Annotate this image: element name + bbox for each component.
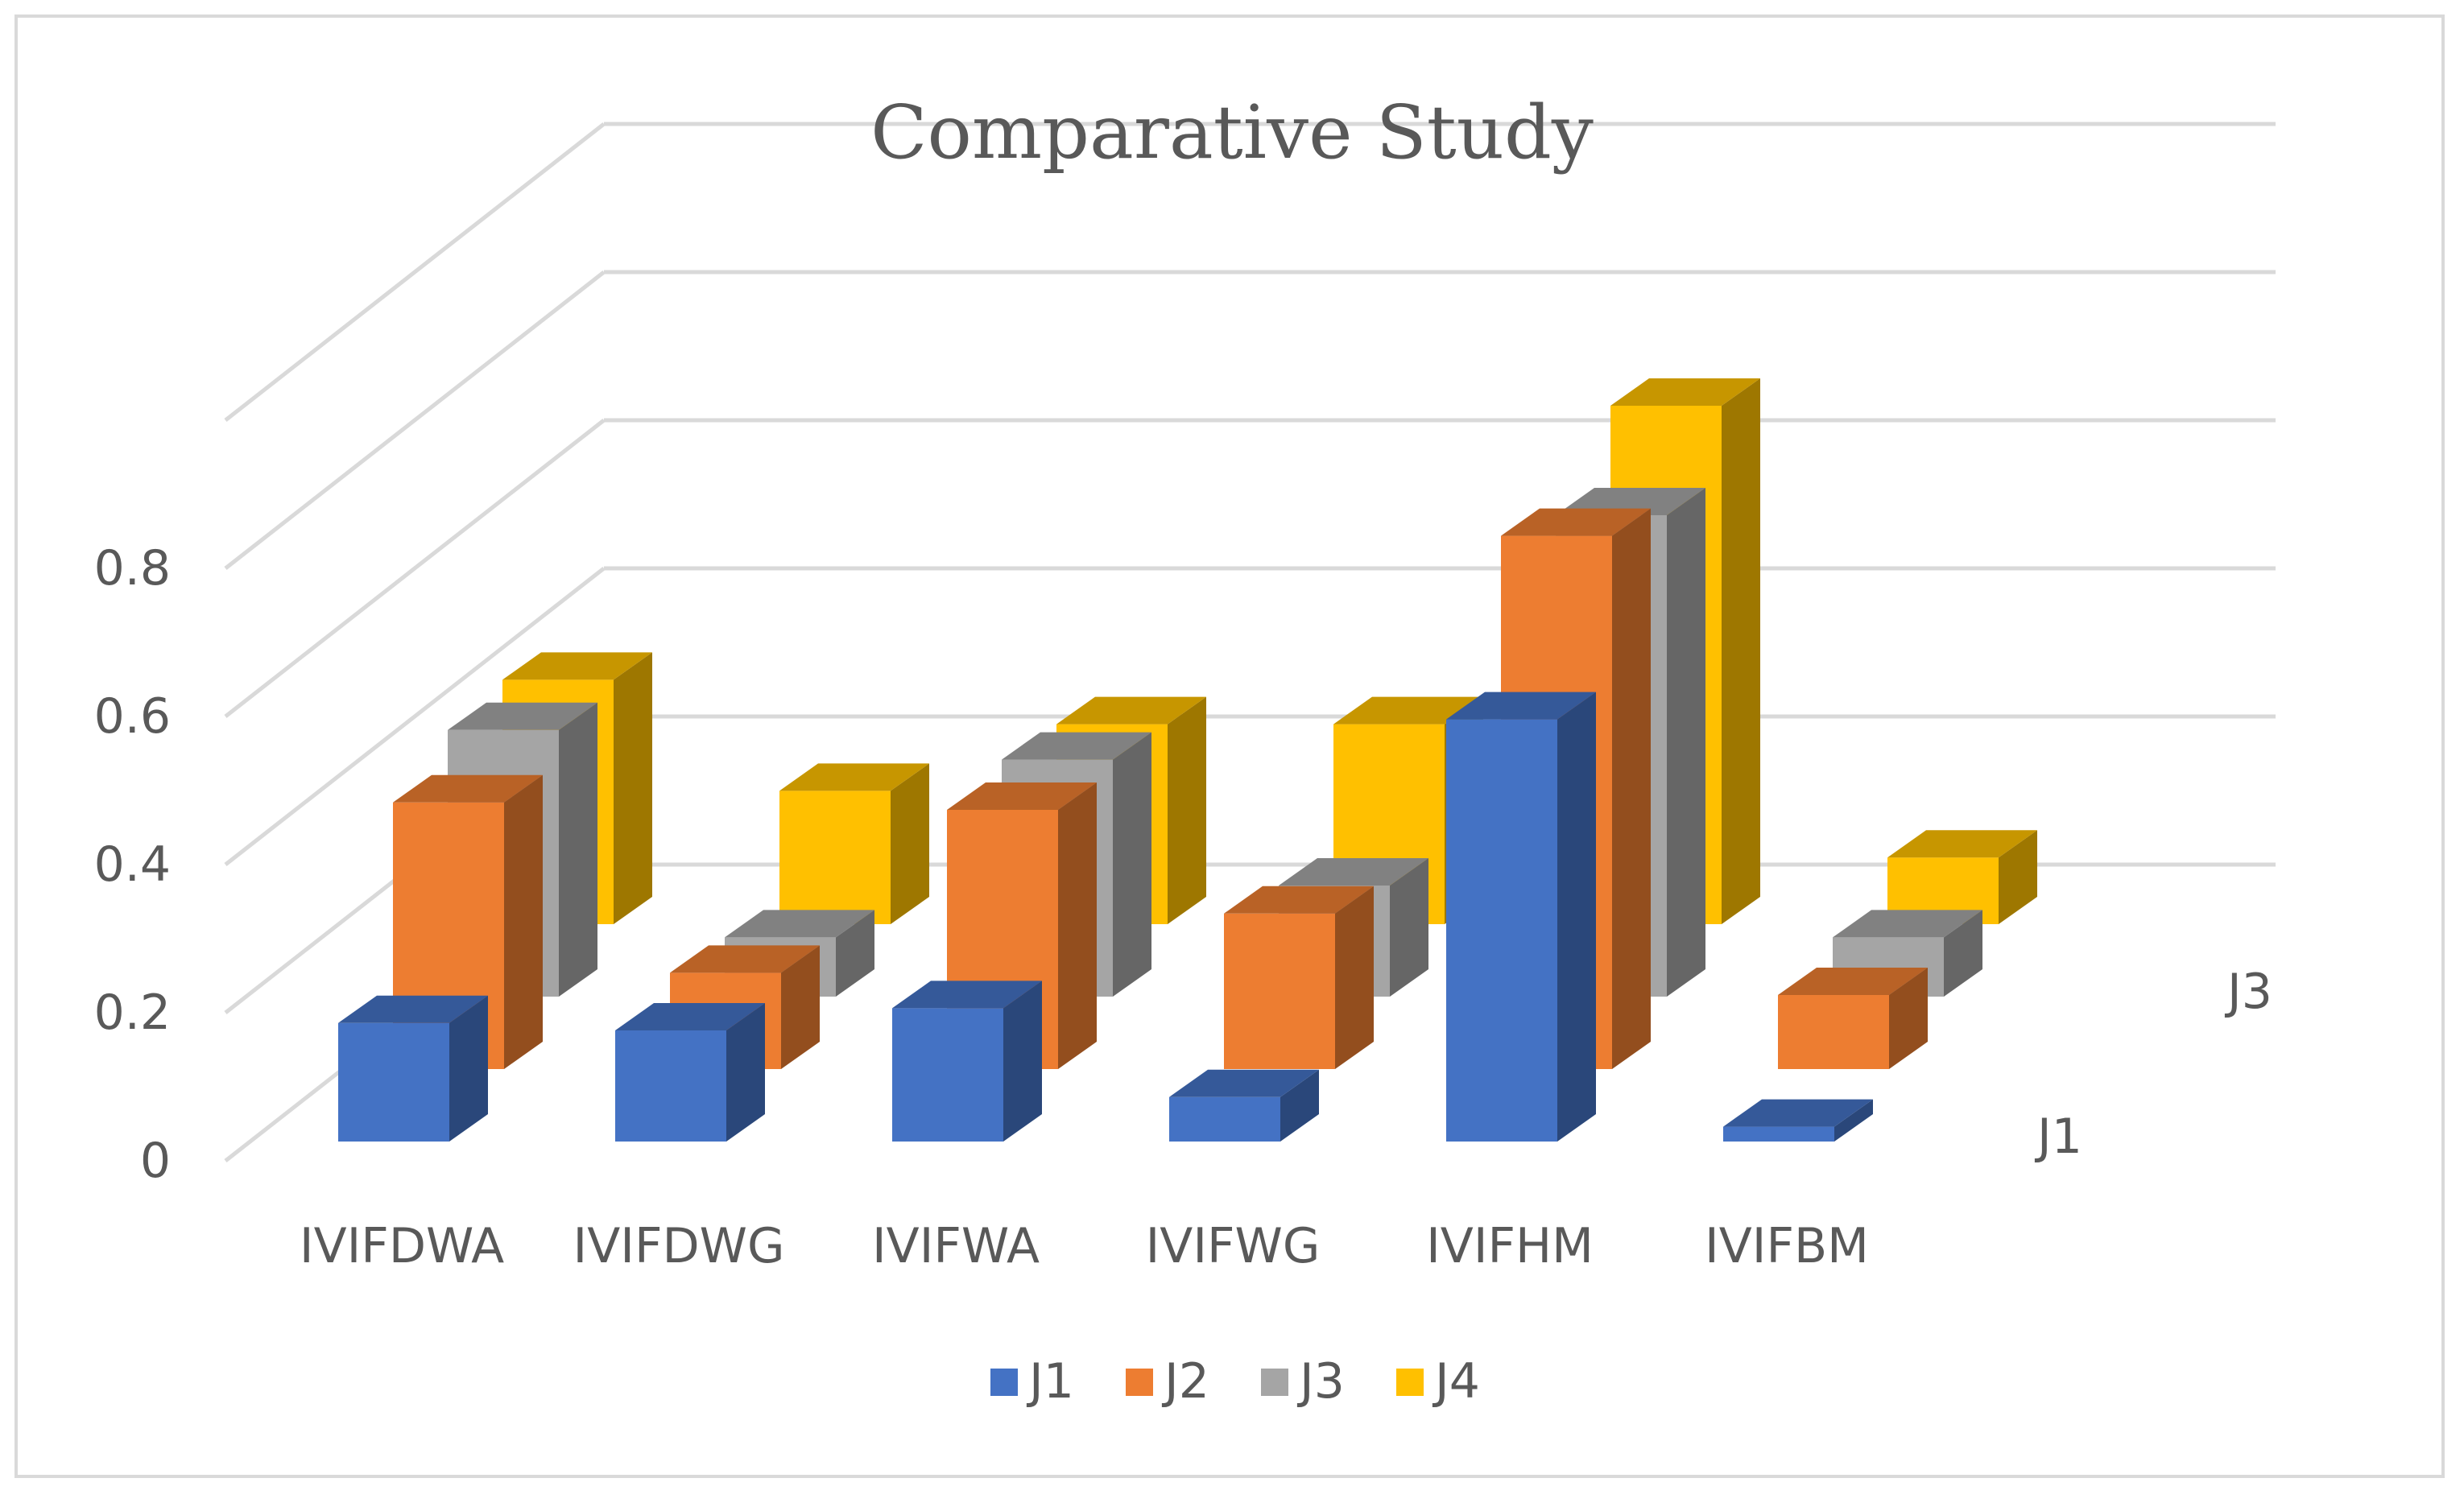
legend-label: J3 [1296,1353,1345,1410]
legend-swatch [1261,1369,1288,1396]
bar-side-face [1667,488,1705,997]
gridline-side [224,122,606,422]
bar-top-face [1279,858,1428,886]
depth-axis-label: J1 [2034,1109,2082,1165]
bar-top-face [338,995,488,1023]
bar-front-face [1224,913,1335,1069]
chart-title: Comparative Study [870,89,1594,175]
y-tick-label: 0 [140,1133,171,1189]
bar-side-face [504,774,543,1069]
bar-side-face [1280,1069,1319,1142]
bar-J1-IVIFWG [1169,1069,1319,1142]
bar-side-face [726,1003,765,1142]
bar-side-face [1999,830,2037,924]
bar-J1-IVIFWA [892,981,1042,1142]
bar-J1-IVIFDWG [615,1003,765,1142]
bar-top-face [947,782,1097,810]
depth-axis-label: J3 [2224,964,2272,1020]
bar-side-face [559,702,597,997]
legend-swatch [990,1369,1018,1396]
bar-side-face [1390,858,1428,997]
legend-swatch [1126,1369,1153,1396]
bar-top-face [1501,508,1651,536]
chart-frame [14,14,2445,1478]
bar-front-face [338,1022,449,1142]
bar-side-face [1113,732,1151,997]
bar-top-face [1224,886,1374,914]
bar-top-face [892,981,1042,1009]
bar-side-face [1889,968,1928,1069]
bar-J1-IVIFHM [1446,692,1596,1142]
bar-side-face [614,652,652,924]
bar-side-face [1003,981,1042,1142]
bar-J2-IVIFBM [1778,968,1928,1069]
bar-side-face [1058,782,1097,1069]
bar-top-face [1556,488,1705,515]
gridline-side [224,567,606,866]
bar-side-face [1557,692,1596,1142]
bar-side-face [1335,886,1374,1069]
gridline-side [224,419,606,718]
depth-axis-labels: J1 J3 [2034,964,2272,1165]
bar-side-face [1168,696,1206,924]
category-label: IVIFDWG [573,1218,785,1274]
bar-top-face [1002,732,1151,760]
bar-top-face [393,774,543,803]
legend-label: J1 [1026,1353,1074,1410]
category-label: IVIFBM [1705,1218,1869,1274]
bar-front-face [1778,995,1889,1069]
bar-top-face [670,945,820,973]
bar-J1-IVIFDWA [338,995,488,1142]
category-label: IVIFWA [872,1218,1040,1274]
bar-top-face [502,652,652,680]
bar-side-face [1612,508,1651,1069]
y-tick-label: 0.6 [94,688,171,745]
bar-side-face [1944,910,1982,997]
bar-side-face [449,995,488,1142]
bar-J1-IVIFBM [1723,1099,1873,1142]
legend-label: J2 [1161,1353,1209,1410]
bar-J4-IVIFDWG [779,763,929,924]
bar-top-face [779,763,929,791]
legend-label: J4 [1432,1353,1480,1410]
y-tick-label: 0.2 [94,985,171,1041]
bar-top-face [1778,968,1928,995]
category-label: IVIFWG [1146,1218,1321,1274]
bar-top-face [1887,830,2037,858]
bar-front-face [892,1008,1003,1142]
bar-top-face [1610,378,1760,406]
bar-front-face [779,791,891,924]
bars [338,378,2037,1142]
bar-J2-IVIFWA [947,782,1097,1069]
bar-front-face [1723,1126,1834,1142]
category-label: IVIFHM [1426,1218,1594,1274]
bar-side-face [1722,378,1760,924]
category-label: IVIFDWA [300,1218,504,1274]
bar-top-face [1833,910,1982,938]
y-tick-label: 0.8 [94,540,171,597]
bar-top-face [725,910,874,938]
bar-side-face [891,763,929,924]
bar-top-face [1723,1099,1873,1127]
y-axis-ticks: 0 0.2 0.4 0.6 0.8 [94,540,171,1189]
bar-front-face [1169,1096,1280,1142]
bar-J2-IVIFWG [1224,886,1374,1069]
bar-top-face [1333,696,1483,725]
bar-top-face [448,702,597,730]
gridline-side [224,270,606,570]
bar-side-face [781,945,820,1069]
bar-top-face [1446,692,1596,720]
category-labels: IVIFDWA IVIFDWG IVIFWA IVIFWG IVIFHM IVIFBM [300,1218,1869,1274]
legend: J1 J2 J3 J4 [990,1353,1480,1410]
bar-side-face [836,910,874,997]
legend-swatch [1396,1369,1424,1396]
bar-top-face [1169,1069,1319,1097]
bar-top-face [615,1003,765,1030]
bar-top-face [1056,696,1206,725]
bar-side-face [1834,1099,1873,1142]
bar-front-face [615,1030,726,1142]
bar-front-face [1446,719,1557,1142]
y-tick-label: 0.4 [94,836,171,893]
